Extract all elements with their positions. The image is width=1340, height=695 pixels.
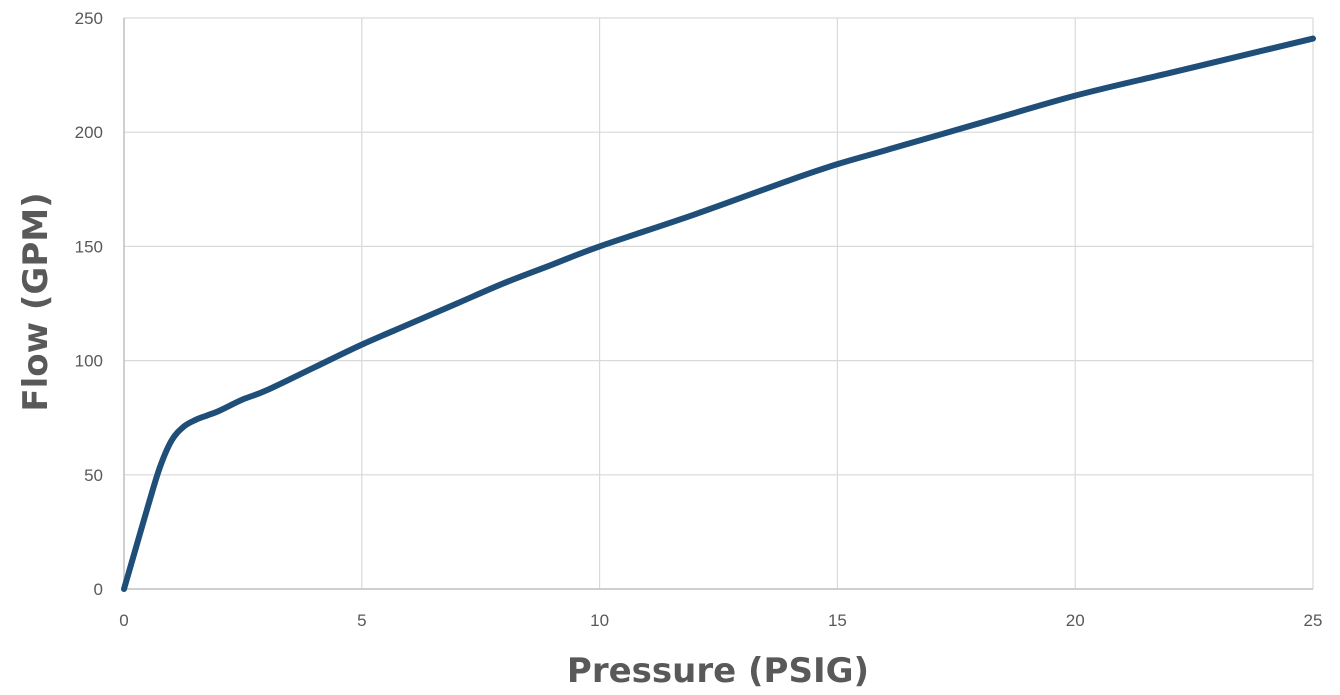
x-tick-label: 15 [828,611,847,630]
series-layer [121,35,1316,592]
axes [123,18,1313,590]
y-tick-label: 150 [75,237,103,256]
y-tick-label: 200 [75,123,103,142]
x-tick-label: 25 [1304,611,1323,630]
x-tick-labels: 0 5 10 15 20 25 [119,611,1322,630]
flow-series-line [121,35,1316,592]
x-tick-label: 20 [1066,611,1085,630]
y-tick-label: 250 [75,9,103,28]
y-tick-label: 50 [84,466,103,485]
y-tick-label: 0 [94,580,103,599]
x-tick-label: 5 [357,611,366,630]
x-tick-label: 0 [119,611,128,630]
x-axis-title: Pressure (PSIG) [567,651,869,691]
gridlines [124,17,1314,589]
y-tick-labels: 0 50 100 150 200 250 [75,9,103,599]
x-tick-label: 10 [590,611,609,630]
y-axis-title: Flow (GPM) [16,192,56,411]
y-tick-label: 100 [75,352,103,371]
